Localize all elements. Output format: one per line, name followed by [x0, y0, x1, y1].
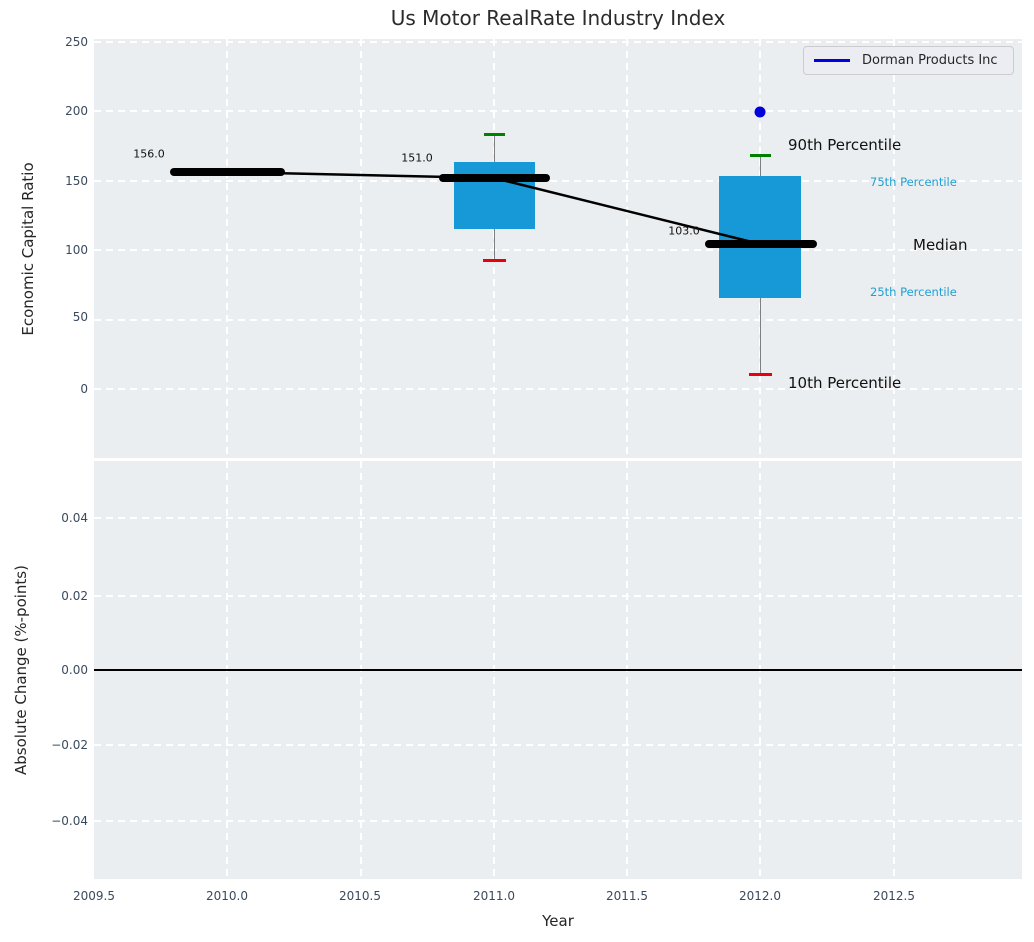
ytick-0: 0	[80, 382, 88, 396]
gridline	[626, 39, 628, 458]
xtick-2010.5: 2010.5	[339, 889, 381, 903]
p90-annotation: 90th Percentile	[788, 136, 902, 154]
xtick-2012.0: 2012.0	[739, 889, 781, 903]
ytick-0.02: 0.02	[61, 589, 88, 603]
p10-annotation: 10th Percentile	[788, 374, 902, 392]
ytick--0.04: −0.04	[51, 814, 88, 828]
p10-cap-2011	[483, 259, 506, 262]
box-2011	[454, 162, 535, 229]
gridline	[94, 517, 1022, 519]
gridline	[94, 388, 1022, 390]
p90-cap-2012	[750, 154, 771, 157]
xtick-2012.5: 2012.5	[873, 889, 915, 903]
ytick-250: 250	[65, 35, 88, 49]
ytick-200: 200	[65, 104, 88, 118]
ytick-0.00: 0.00	[61, 663, 88, 677]
xtick-2011.0: 2011.0	[473, 889, 515, 903]
chart-title: Us Motor RealRate Industry Index	[390, 6, 726, 30]
median-value-2011: 151.0	[401, 151, 433, 165]
ytick--0.02: −0.02	[51, 738, 88, 752]
median-bar-2012	[705, 240, 817, 248]
xtick-2010.0: 2010.0	[206, 889, 248, 903]
gridline	[94, 41, 1022, 43]
legend: Dorman Products Inc	[803, 46, 1014, 75]
gridline	[360, 39, 362, 458]
dorman-products-point	[754, 106, 766, 118]
gridline	[226, 39, 228, 458]
ylabel-top: Economic Capital Ratio	[19, 162, 37, 336]
ylabel-bottom: Absolute Change (%-points)	[12, 565, 30, 775]
gridline	[94, 595, 1022, 597]
gridline	[94, 249, 1022, 251]
gridline	[94, 110, 1022, 112]
median-value-2010: 156.0	[133, 147, 165, 161]
gridline	[94, 744, 1022, 746]
gridline	[94, 319, 1022, 321]
ytick-0.04: 0.04	[61, 511, 88, 525]
legend-label: Dorman Products Inc	[862, 53, 998, 68]
box-2012	[719, 176, 801, 298]
median-value-2012: 103.0	[668, 224, 700, 238]
gridline	[94, 820, 1022, 822]
median-bar-2010	[170, 168, 285, 176]
ytick-100: 100	[65, 243, 88, 257]
median-annotation: Median	[913, 236, 968, 254]
p90-cap-2011	[484, 133, 505, 136]
p75-annotation: 75th Percentile	[870, 175, 957, 189]
p25-annotation: 25th Percentile	[870, 285, 957, 299]
gridline	[893, 39, 895, 458]
xlabel-year: Year	[542, 912, 574, 930]
zero-reference-line	[94, 669, 1022, 671]
ytick-150: 150	[65, 174, 88, 188]
ytick-50: 50	[72, 310, 88, 324]
xtick-2009.5: 2009.5	[73, 889, 115, 903]
axes-economic-capital-ratio	[94, 39, 1022, 458]
legend-line-marker	[814, 59, 850, 62]
p10-cap-2012	[749, 373, 772, 376]
median-bar-2011	[439, 174, 550, 182]
xtick-2011.5: 2011.5	[606, 889, 648, 903]
